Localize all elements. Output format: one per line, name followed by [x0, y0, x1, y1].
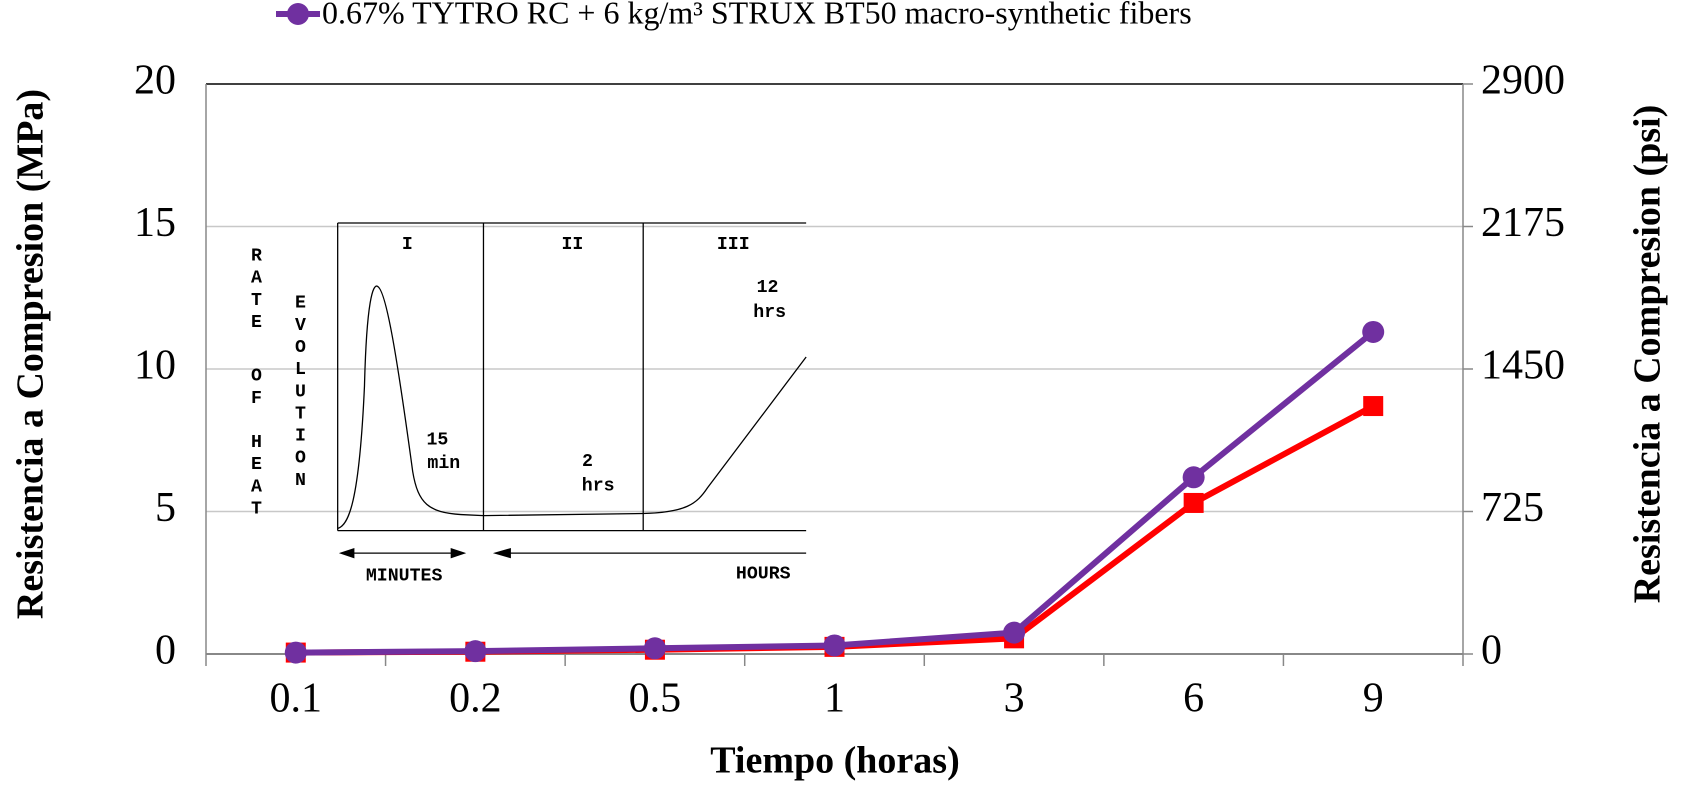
y2-tick-label: 0: [1481, 628, 1502, 674]
x-tick-label: 0.2: [449, 676, 502, 722]
y2-tick-label: 725: [1481, 485, 1544, 531]
inset-stage: II: [562, 235, 584, 255]
y-tick-label: 5: [155, 485, 176, 531]
inset-stage: I: [402, 235, 413, 255]
y-axis-title: Resistencia a Compresion (MPa): [10, 89, 52, 619]
x-tick-label: 9: [1363, 676, 1384, 722]
y2-axis-title: Resistencia a Compresion (psi): [1627, 105, 1669, 604]
y-tick-label: 20: [134, 58, 176, 104]
data-point: [1363, 396, 1384, 417]
inset-time-label: hrs: [753, 303, 786, 323]
inset-time-label: 12: [757, 278, 779, 298]
y-tick-label: 0: [155, 628, 176, 674]
data-point: [464, 640, 487, 663]
inset-time-label: min: [427, 454, 460, 474]
inset-x-label: HOURS: [736, 564, 791, 584]
inset-y-label: RATE: [246, 247, 266, 336]
y-tick-label: 10: [134, 343, 176, 389]
data-point: [1362, 320, 1385, 343]
y2-tick-label: 2175: [1481, 200, 1565, 246]
inset-time-label: 15: [426, 430, 448, 450]
inset-y-label: OF: [246, 367, 266, 411]
y-tick-label: 15: [134, 200, 176, 246]
x-tick-label: 3: [1004, 676, 1025, 722]
inset-y-label: EVOLUTION: [290, 294, 310, 493]
inset-x-label: MINUTES: [366, 566, 443, 586]
y2-tick-label: 2900: [1481, 58, 1565, 104]
inset-time-label: 2: [582, 452, 593, 472]
legend-marker: [287, 3, 309, 25]
x-tick-label: 0.1: [270, 676, 323, 722]
data-point: [643, 637, 666, 660]
x-axis-title: Tiempo (horas): [710, 740, 959, 782]
x-tick-label: 1: [824, 676, 845, 722]
data-point: [1182, 466, 1205, 489]
inset-frame: [337, 222, 807, 559]
inset-time-label: hrs: [582, 476, 615, 496]
x-tick-label: 6: [1183, 676, 1204, 722]
data-point: [1003, 621, 1026, 644]
inset-diagram: I II III RATE OF HEAT EVOLUTION 15 min 2…: [246, 222, 807, 586]
inset-y-label: HEAT: [246, 433, 266, 522]
data-point: [823, 634, 846, 657]
y2-tick-label: 1450: [1481, 343, 1565, 389]
data-point: [284, 641, 307, 664]
data-point: [1183, 492, 1204, 513]
series-line: [295, 403, 1375, 656]
x-tick-label: 0.5: [629, 676, 682, 722]
legend-label: 0.67% TYTRO RC + 6 kg/m³ STRUX BT50 macr…: [322, 0, 1192, 30]
inset-stage: III: [717, 235, 750, 255]
